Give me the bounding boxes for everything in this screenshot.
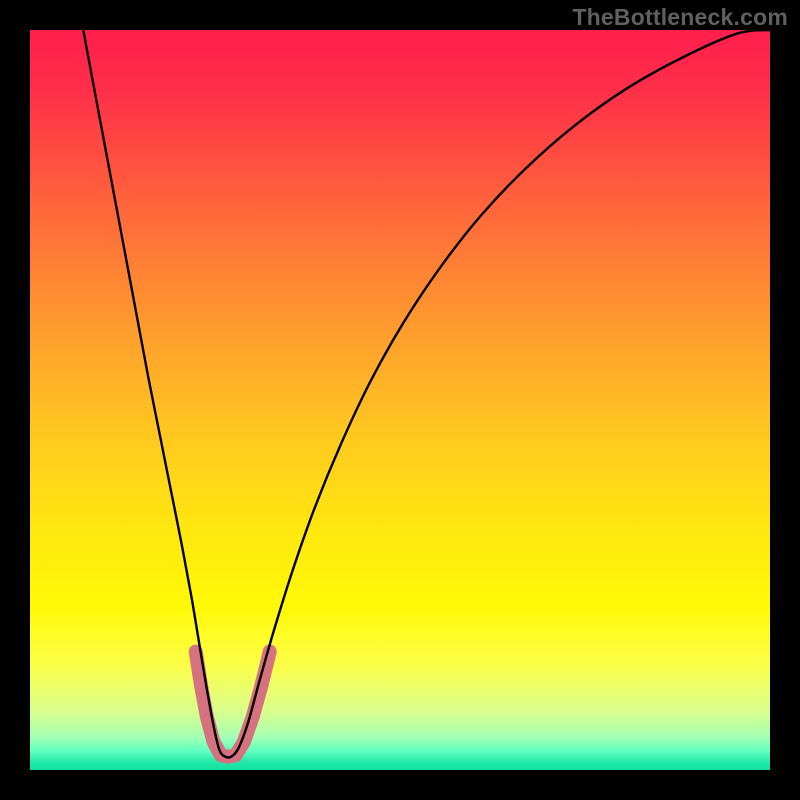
chart-frame: TheBottleneck.com (0, 0, 800, 800)
watermark-text: TheBottleneck.com (572, 4, 788, 31)
bottleneck-chart (0, 0, 800, 800)
